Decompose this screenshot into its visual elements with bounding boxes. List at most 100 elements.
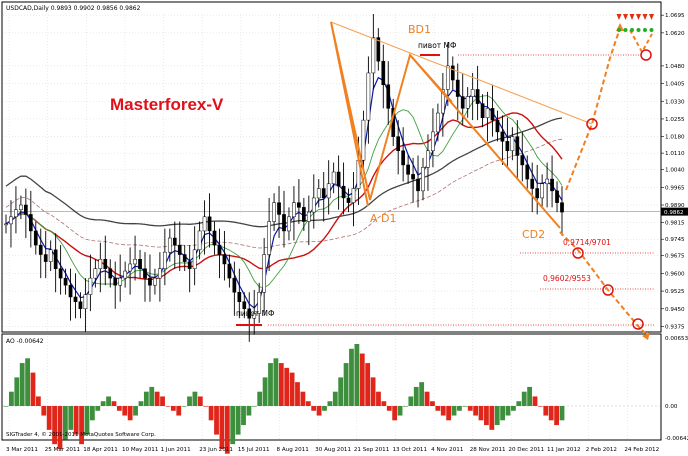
- ao-bar: [170, 406, 176, 411]
- candle-body: [197, 230, 202, 251]
- candle-body: [28, 214, 33, 232]
- candle-body: [321, 188, 326, 199]
- candle-body: [292, 202, 296, 218]
- ao-bar: [14, 377, 20, 406]
- ao-bar: [386, 406, 392, 411]
- candle-body: [540, 183, 544, 199]
- candle-body: [421, 167, 425, 192]
- ao-header: AO -0.00642: [6, 338, 44, 345]
- candle-body: [490, 108, 495, 121]
- ao-tick-label: 0.00653: [665, 336, 688, 342]
- x-tick-label: 4 Nov 2011: [431, 447, 464, 453]
- ao-bar: [376, 391, 381, 406]
- price-grid: [3, 14, 660, 440]
- candle-body: [98, 259, 103, 269]
- candle-body: [43, 254, 48, 262]
- ao-bar: [57, 406, 63, 449]
- candle-body: [202, 216, 207, 232]
- candle-body: [311, 197, 316, 213]
- ao-bar: [370, 377, 376, 406]
- candle-series: [4, 14, 564, 342]
- candle-body: [53, 249, 58, 269]
- candle-body: [530, 178, 535, 189]
- candle-body: [83, 294, 88, 310]
- ao-bar: [79, 406, 84, 445]
- candle-body: [222, 254, 227, 265]
- candle-body: [172, 237, 177, 246]
- ao-bar: [268, 363, 273, 406]
- ao-bar: [403, 406, 408, 407]
- y-tick-label: 1.0695: [665, 13, 685, 19]
- candle-body: [346, 197, 351, 203]
- ao-bar: [392, 406, 398, 421]
- candle-body: [306, 211, 311, 222]
- candle-body: [460, 96, 465, 109]
- ao-bar: [527, 386, 533, 406]
- ao-bar: [160, 396, 165, 406]
- signal-arrow: [636, 14, 641, 20]
- candle-body: [133, 259, 137, 265]
- ao-bar: [451, 406, 457, 416]
- y-tick-label: 1.0110: [665, 151, 685, 157]
- signal-arrow: [649, 14, 654, 20]
- ao-bar: [332, 391, 338, 406]
- pivot-bottom-label: пивот МФ: [236, 309, 275, 318]
- ao-bar: [197, 396, 203, 406]
- target-circle: [640, 49, 652, 61]
- y-tick-label: 0.9600: [665, 271, 685, 277]
- ao-bar: [241, 406, 246, 426]
- signal-dot: [623, 28, 628, 32]
- ao-bar: [224, 406, 230, 454]
- target-circle: [602, 284, 614, 296]
- candle-body: [33, 230, 38, 246]
- time-axis: 3 Mar 2011 25 Mar 2011 18 Apr 2011 10 May 2…: [6, 447, 659, 453]
- ao-bar: [143, 391, 149, 406]
- x-tick-label: 3 Mar 2011: [6, 447, 38, 453]
- candle-body: [63, 277, 68, 286]
- ao-bar: [208, 406, 214, 421]
- ao-bar: [235, 406, 241, 435]
- candle-body: [396, 136, 401, 152]
- ao-bar: [381, 401, 387, 406]
- candle-body: [73, 296, 78, 302]
- ao-bar: [35, 396, 41, 406]
- ao-bar: [538, 406, 543, 407]
- candle-body: [351, 188, 356, 203]
- ao-bar: [322, 406, 327, 411]
- projection-up: [565, 27, 621, 191]
- y-tick-label: 0.9450: [665, 307, 685, 313]
- ao-bar: [349, 348, 354, 406]
- candle-body: [411, 174, 415, 180]
- ao-bar: [548, 406, 554, 421]
- candle-body: [545, 178, 549, 185]
- candle-body: [386, 84, 391, 109]
- candle-body: [262, 254, 266, 293]
- ao-bar: [311, 406, 317, 411]
- candle-body: [182, 254, 187, 262]
- analysis-overlays: [236, 14, 655, 340]
- target-circle: [572, 247, 584, 259]
- candle-body: [401, 150, 405, 166]
- ao-bar: [365, 363, 371, 406]
- candle-body: [113, 277, 118, 286]
- y-tick-label: 1.0620: [665, 31, 685, 37]
- candle-body: [167, 237, 172, 253]
- candle-body: [475, 89, 480, 104]
- candle-body: [535, 188, 540, 199]
- ao-bar: [149, 386, 155, 406]
- candle-body: [48, 249, 53, 262]
- candle-body: [316, 188, 321, 199]
- signal-dot: [643, 28, 647, 32]
- candle-body: [455, 79, 460, 97]
- candle-body: [371, 37, 376, 74]
- cd2-label: CD2: [522, 228, 545, 241]
- candle-body: [361, 119, 366, 161]
- candle-body: [282, 214, 286, 232]
- candle-body: [212, 230, 217, 246]
- ao-bar: [181, 406, 187, 407]
- ao-bar: [273, 358, 279, 406]
- ao-bar: [500, 406, 506, 421]
- candle-body: [232, 277, 237, 293]
- x-tick-label: 2 Feb 2012: [586, 447, 617, 453]
- y-tick-label: 0.9815: [665, 221, 685, 227]
